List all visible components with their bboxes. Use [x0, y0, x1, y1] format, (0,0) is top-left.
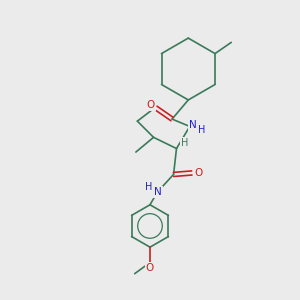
Text: H: H — [146, 182, 153, 192]
Text: O: O — [146, 100, 155, 110]
Text: N: N — [189, 120, 197, 130]
Text: H: H — [181, 138, 188, 148]
Text: H: H — [198, 125, 206, 135]
Text: N: N — [154, 187, 162, 197]
Text: O: O — [146, 263, 154, 273]
Text: O: O — [194, 168, 202, 178]
